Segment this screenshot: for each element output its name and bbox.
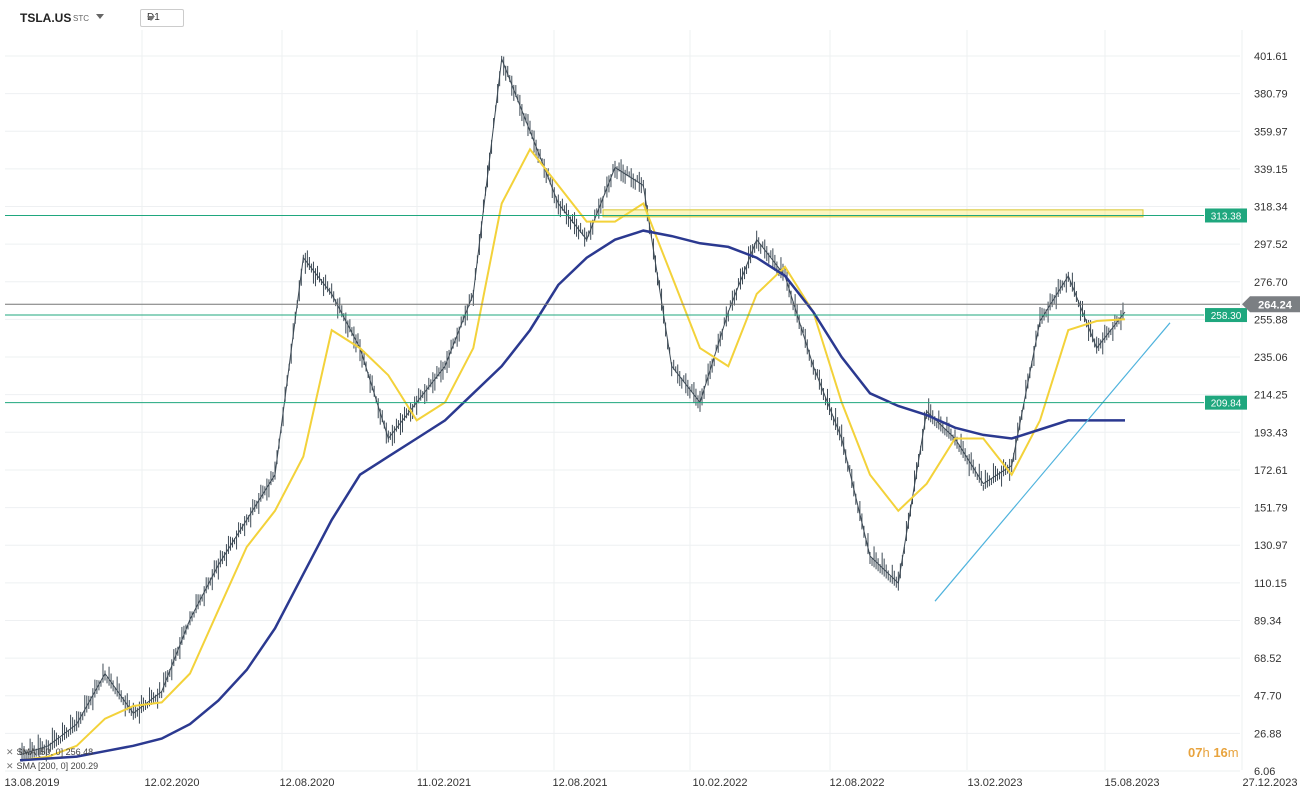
price-axis: 401.61 380.79 359.97 339.15 318.34 297.52 276.… xyxy=(1254,51,1288,778)
level-label: 313.38 xyxy=(1211,211,1242,222)
level-badge xyxy=(1205,208,1247,223)
timer-minutes: 16 xyxy=(1213,745,1228,760)
y-tick-label: 6.06 xyxy=(1254,766,1275,778)
time-axis: 13.08.2019 12.02.2020 12.08.2020 11.02.2021… xyxy=(4,777,1297,789)
y-tick-label: 401.61 xyxy=(1254,51,1288,63)
x-tick-label: 10.02.2022 xyxy=(692,777,747,789)
resistance-zone xyxy=(602,209,1144,218)
level-label: 258.30 xyxy=(1211,311,1242,322)
y-tick-label: 47.70 xyxy=(1254,691,1282,703)
x-tick-label: 13.02.2023 xyxy=(967,777,1022,789)
indicator-label: SMA [50, 0] 256.48 xyxy=(16,747,94,757)
close-icon[interactable]: ✕ xyxy=(6,747,14,757)
symbol-label[interactable]: TSLA.US xyxy=(20,11,72,25)
timer-hours: 07 xyxy=(1188,745,1203,760)
y-tick-label: 235.06 xyxy=(1254,352,1288,364)
level-label: 209.84 xyxy=(1211,399,1242,410)
y-tick-label: 193.43 xyxy=(1254,427,1288,439)
indicator-legend-sma50[interactable]: ✕ SMA [50, 0] 256.48 xyxy=(6,747,93,758)
y-tick-label: 359.97 xyxy=(1254,126,1288,138)
timeframe-select[interactable]: D1 xyxy=(140,9,184,27)
y-tick-label: 89.34 xyxy=(1254,615,1282,627)
x-tick-label: 11.02.2021 xyxy=(417,777,471,789)
y-tick-label: 110.15 xyxy=(1254,578,1287,590)
x-tick-label: 13.08.2019 xyxy=(4,777,59,789)
indicator-legend-sma200[interactable]: ✕ SMA [200, 0] 200.29 xyxy=(6,761,98,772)
x-tick-label: 12.08.2022 xyxy=(829,777,884,789)
y-tick-label: 151.79 xyxy=(1254,503,1288,515)
timer-minutes-unit: m xyxy=(1227,745,1239,760)
current-price-label: 264.24 xyxy=(1258,299,1293,311)
y-tick-label: 276.70 xyxy=(1254,277,1288,289)
y-tick-label: 318.34 xyxy=(1254,202,1288,214)
sma200-line xyxy=(19,229,1125,762)
y-tick-label: 297.52 xyxy=(1254,239,1288,251)
close-icon[interactable]: ✕ xyxy=(6,761,14,771)
x-tick-label: 12.02.2020 xyxy=(144,777,199,789)
x-tick-label: 12.08.2021 xyxy=(552,777,607,789)
x-tick-label: 27.12.2023 xyxy=(1242,777,1297,789)
timer-hours-unit: h xyxy=(1202,745,1210,760)
level-badge xyxy=(1205,395,1247,410)
sma50-line xyxy=(19,147,1126,762)
y-tick-label: 214.25 xyxy=(1254,390,1288,402)
chevron-down-icon xyxy=(147,16,155,21)
y-tick-label: 255.88 xyxy=(1254,314,1288,326)
y-tick-label: 68.52 xyxy=(1254,653,1282,665)
x-tick-label: 12.08.2020 xyxy=(279,777,334,789)
trend-line xyxy=(934,322,1171,602)
y-tick-label: 26.88 xyxy=(1254,728,1282,740)
y-tick-label: 380.79 xyxy=(1254,89,1288,101)
current-price-badge xyxy=(1242,296,1300,313)
y-tick-label: 339.15 xyxy=(1254,164,1288,176)
indicator-label: SMA [200, 0] 200.29 xyxy=(16,761,99,771)
x-tick-label: 15.08.2023 xyxy=(1104,777,1159,789)
chart-grid xyxy=(5,30,1243,772)
series-layer xyxy=(19,55,1126,762)
candle-countdown: 07h 16m xyxy=(1188,745,1239,760)
y-tick-label: 130.97 xyxy=(1254,540,1288,552)
chart-toolbar: TSLA.US STC D1 xyxy=(0,0,1315,30)
level-badge xyxy=(1205,308,1247,323)
chart-overlay: 313.38 258.30 209.84 264.24 xyxy=(5,208,1300,602)
price-series-line xyxy=(19,58,1126,756)
source-label: STC xyxy=(73,14,89,23)
symbol-dropdown-icon[interactable] xyxy=(96,14,104,19)
y-tick-label: 172.61 xyxy=(1254,465,1288,477)
